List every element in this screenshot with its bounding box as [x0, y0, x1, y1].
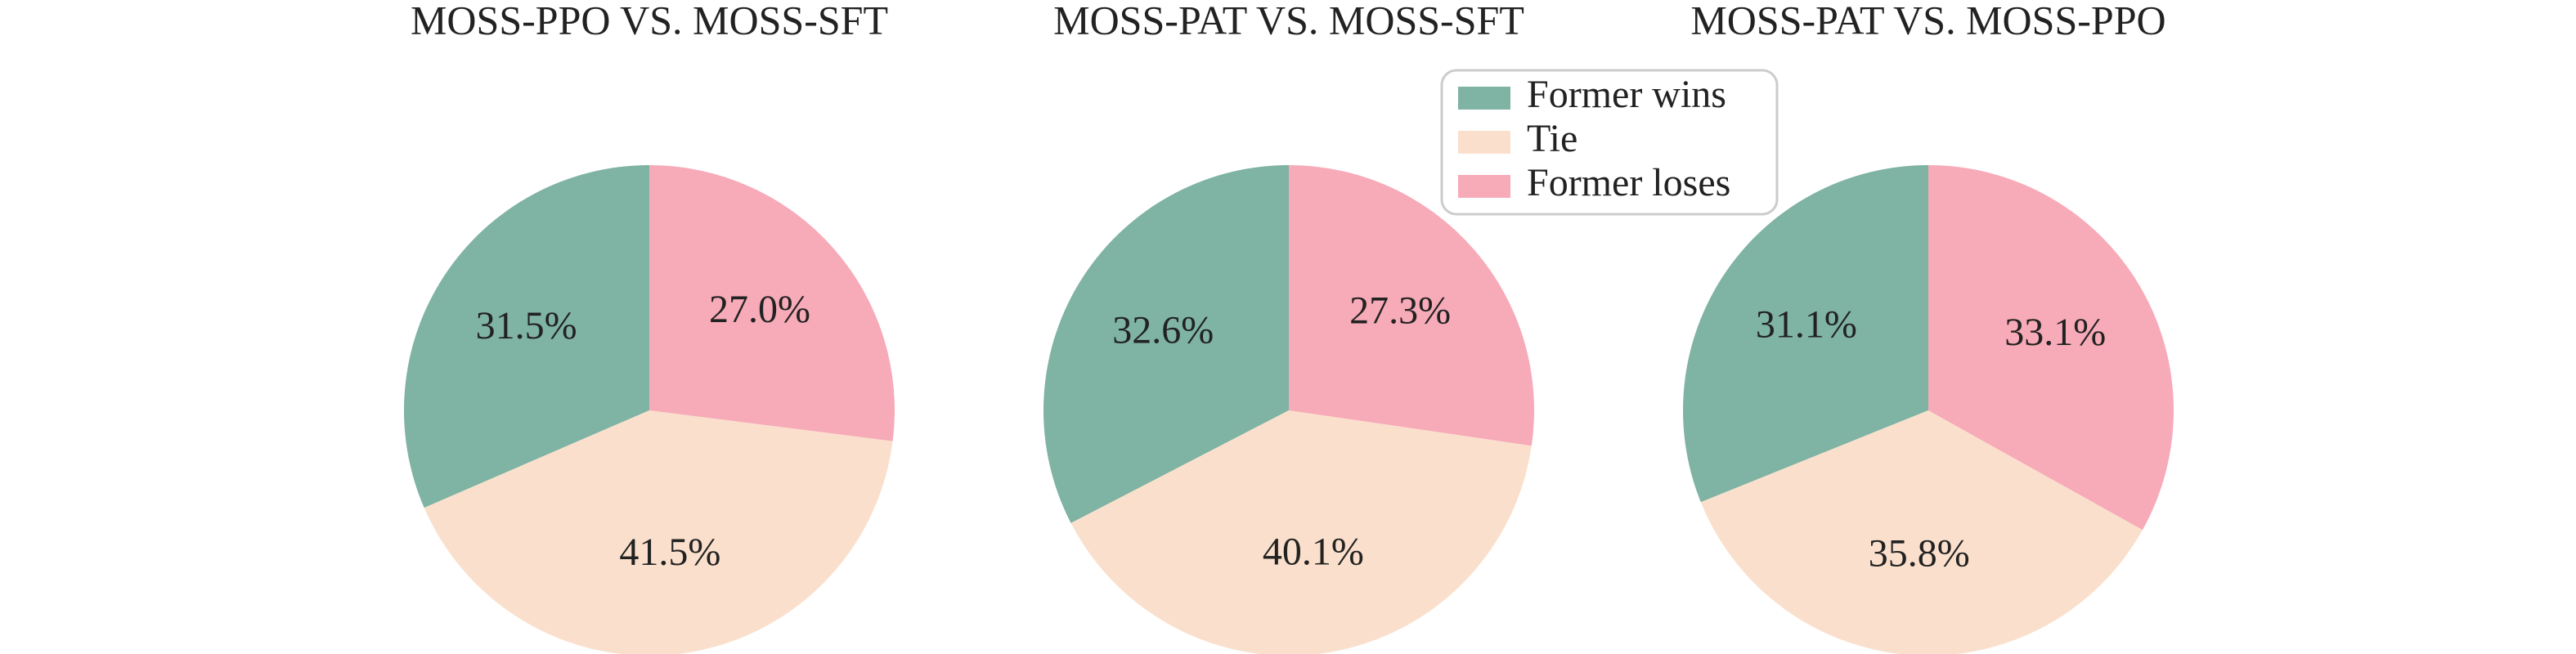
- pie-slice: [1700, 410, 2143, 654]
- pie-slice: [1043, 165, 1289, 523]
- legend-label: Tie: [1527, 117, 1577, 160]
- chart-title: MOSS-PAT VS. MOSS-SFT: [1053, 0, 1524, 43]
- pie-slice: [1682, 165, 1928, 503]
- data-label: 35.8%: [1869, 532, 1970, 576]
- legend-swatch: [1458, 87, 1510, 110]
- legend-swatch: [1458, 175, 1510, 198]
- pie-slice: [1289, 165, 1534, 446]
- data-label: 33.1%: [2004, 311, 2106, 354]
- pie-slice: [404, 165, 649, 508]
- legend-swatch: [1458, 131, 1510, 154]
- legend-box: [1440, 69, 1779, 216]
- data-label: 41.5%: [619, 531, 720, 574]
- data-label: 31.5%: [476, 304, 577, 347]
- pie-slice: [424, 410, 893, 654]
- data-label: 27.0%: [709, 288, 810, 331]
- pie-slice: [1070, 410, 1532, 654]
- data-label: 40.1%: [1263, 531, 1364, 574]
- chart-title: MOSS-PAT VS. MOSS-PPO: [1690, 0, 2165, 43]
- chart-title: MOSS-PPO VS. MOSS-SFT: [411, 0, 888, 43]
- legend-label: Former loses: [1527, 161, 1730, 204]
- data-label: 27.3%: [1349, 289, 1451, 332]
- pie-slice: [1928, 165, 2174, 531]
- data-label: 31.1%: [1756, 302, 1857, 346]
- pie-slice: [649, 165, 895, 441]
- data-label: 32.6%: [1112, 308, 1214, 352]
- legend-label: Former wins: [1527, 73, 1726, 116]
